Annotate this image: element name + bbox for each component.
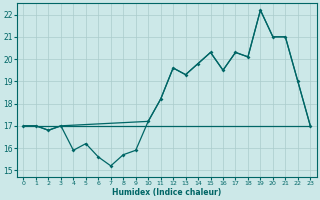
X-axis label: Humidex (Indice chaleur): Humidex (Indice chaleur) xyxy=(112,188,221,197)
